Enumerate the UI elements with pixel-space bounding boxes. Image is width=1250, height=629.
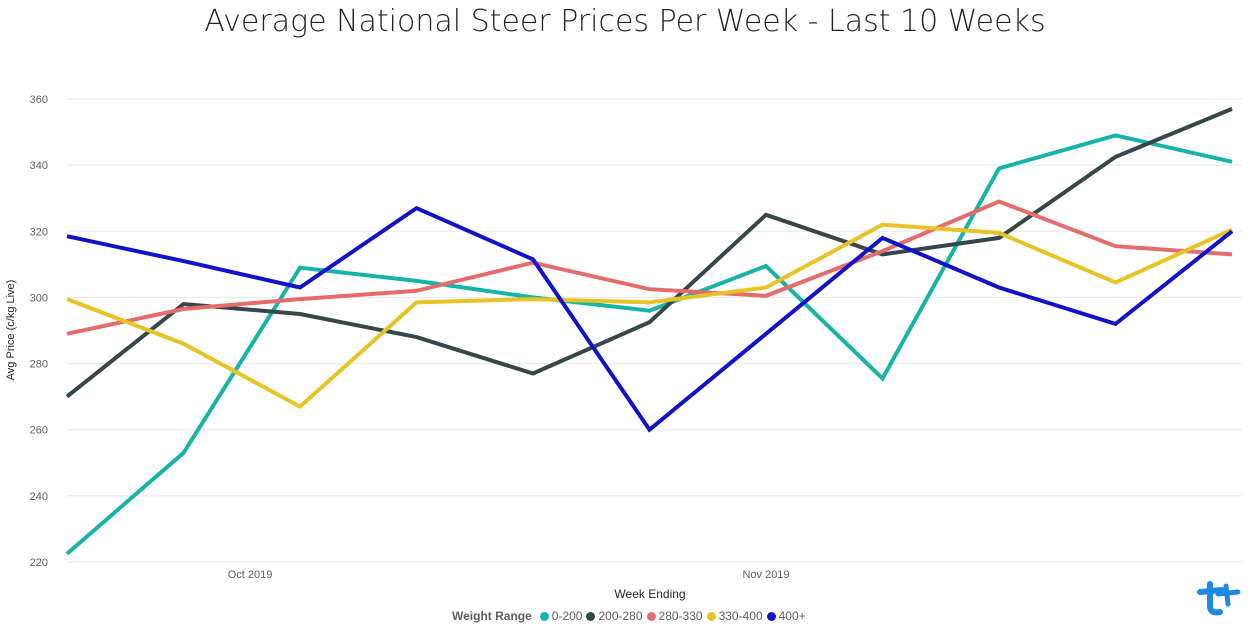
- series-line-280-330[interactable]: [66, 199, 1233, 336]
- legend-item-280-330[interactable]: 280-330: [646, 609, 703, 623]
- series-line-0-200[interactable]: [65, 133, 1233, 556]
- legend-title: Weight Range: [452, 609, 532, 623]
- y-tick-label: 260: [30, 425, 48, 437]
- brand-logo: [1197, 581, 1241, 616]
- legend-label: 280-330: [658, 609, 703, 623]
- series-line-400+[interactable]: [66, 205, 1234, 433]
- legend-swatch: [539, 611, 549, 621]
- y-tick-label: 240: [30, 491, 48, 503]
- legend-item-330-400[interactable]: 330-400: [706, 609, 763, 623]
- x-axis-ticks: Oct 2019 Nov 2019: [228, 569, 790, 581]
- y-tick-label: 280: [30, 359, 48, 371]
- y-axis-title: Avg Price (c/kg Live): [5, 280, 17, 381]
- legend-swatch: [706, 611, 716, 621]
- legend-label: 0-200: [551, 609, 583, 623]
- y-axis-ticks: 220 240 260 280 300 320 340 360: [30, 94, 48, 569]
- legend-item-0-200[interactable]: 0-200: [539, 609, 583, 623]
- y-tick-label: 320: [30, 226, 48, 238]
- legend-item-400+[interactable]: 400+: [766, 609, 806, 623]
- x-tick-label: Oct 2019: [228, 569, 273, 581]
- y-tick-label: 300: [30, 292, 48, 304]
- series-lines: [65, 107, 1234, 556]
- gridlines: [67, 98, 1242, 563]
- y-tick-label: 360: [30, 94, 48, 106]
- y-tick-label: 340: [30, 160, 48, 172]
- y-tick-label: 220: [30, 557, 48, 569]
- legend-swatch: [586, 611, 596, 621]
- legend-swatch: [646, 611, 656, 621]
- series-line-330-400[interactable]: [66, 222, 1233, 410]
- legend: Weight Range 0-200 200-280 280-330 330-400 4…: [452, 609, 810, 623]
- legend-label: 330-400: [718, 609, 763, 623]
- legend-item-200-280[interactable]: 200-280: [586, 609, 643, 623]
- series-line-200-280[interactable]: [65, 107, 1233, 399]
- x-axis-title: Week Ending: [614, 587, 685, 601]
- legend-label: 200-280: [598, 609, 643, 623]
- chart-title: Average National Steer Prices Per Week -…: [204, 4, 1046, 39]
- legend-label: 400+: [778, 609, 806, 623]
- legend-swatch: [766, 611, 776, 621]
- x-tick-label: Nov 2019: [742, 569, 789, 581]
